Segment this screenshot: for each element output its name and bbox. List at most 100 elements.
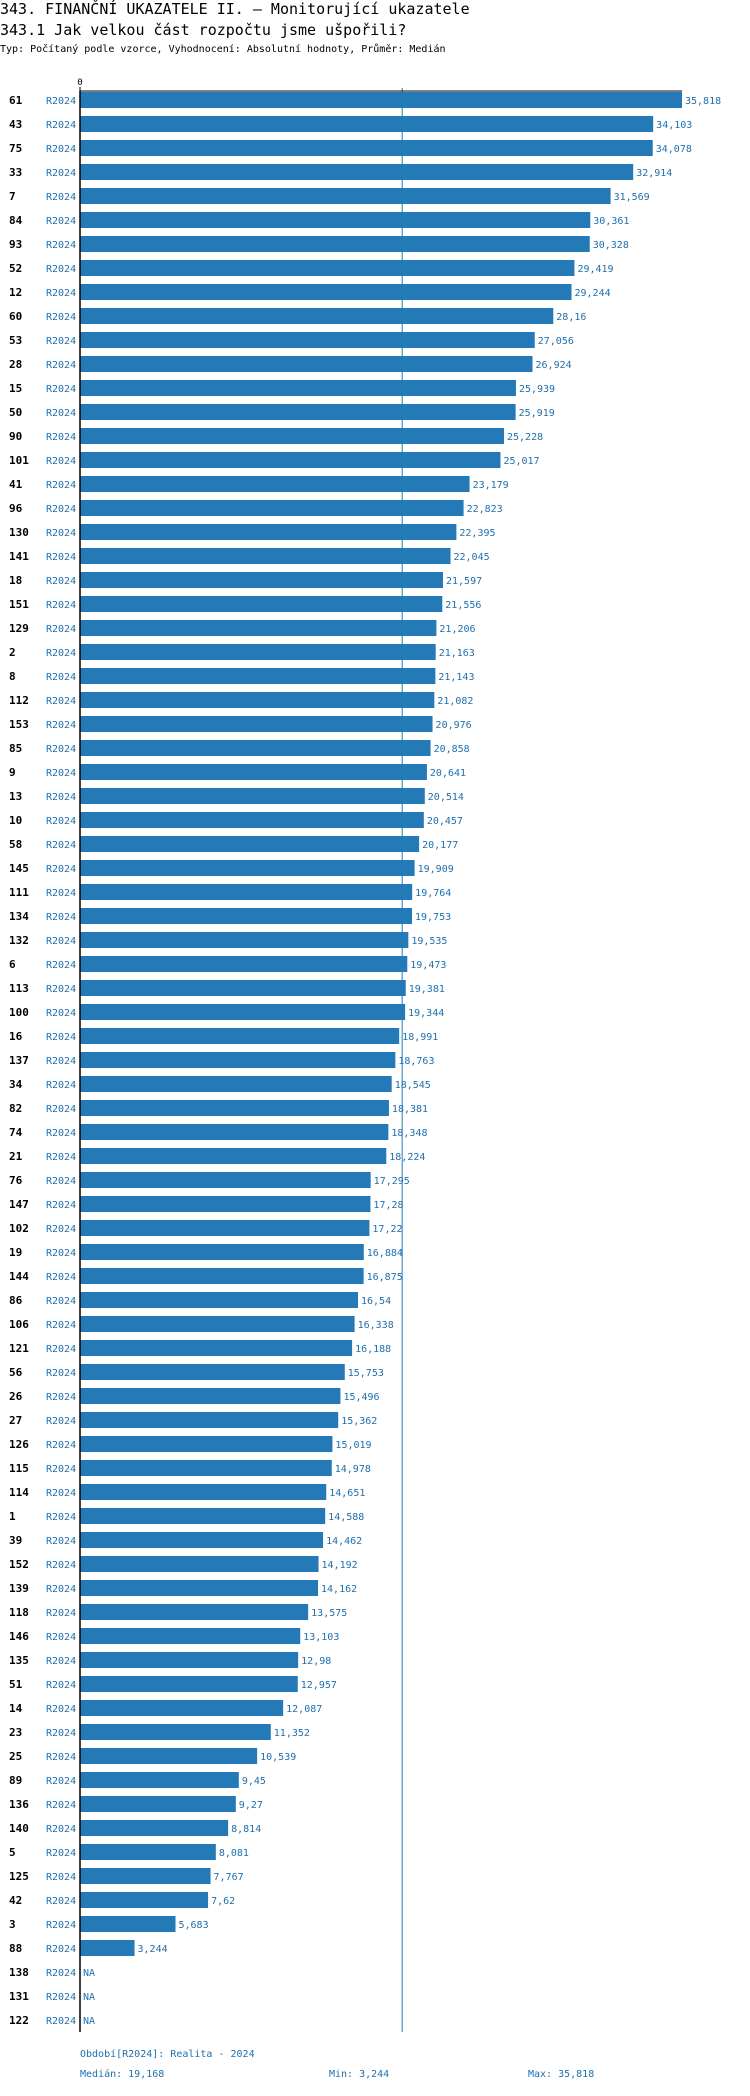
row-id-label: 132 [9,934,29,947]
data-label: 25,919 [519,408,555,419]
bar [80,1868,211,1884]
row-id-label: 12 [9,286,22,299]
bar [80,1076,392,1092]
row-period-label: R2024 [46,1944,76,1955]
row-period-label: R2024 [46,1200,76,1211]
row-id-label: 42 [9,1894,22,1907]
bar [80,404,516,420]
bar [80,236,590,252]
data-label: 5,683 [179,1920,209,1931]
row-period-label: R2024 [46,504,76,515]
data-label: 25,228 [507,432,543,443]
row-id-label: 152 [9,1558,29,1571]
row-id-label: 75 [9,142,22,155]
data-label: 8,081 [219,1848,249,1859]
bar [80,1220,370,1236]
bar [80,476,470,492]
row-id-label: 27 [9,1414,22,1427]
bar [80,836,420,852]
data-label: 18,545 [395,1080,431,1091]
row-id-label: 134 [9,910,29,923]
row-id-label: 84 [9,214,23,227]
row-period-label: R2024 [46,336,76,347]
bar [80,1100,389,1116]
row-period-label: R2024 [46,552,76,563]
row-period-label: R2024 [46,1656,76,1667]
row-period-label: R2024 [46,1992,76,2003]
row-period-label: R2024 [46,1392,76,1403]
data-label: 26,924 [536,360,572,371]
bar [80,1652,299,1668]
bar [80,764,427,780]
row-id-label: 25 [9,1750,22,1763]
row-id-label: 76 [9,1174,23,1187]
row-id-label: 93 [9,238,22,251]
row-id-label: 28 [9,358,22,371]
data-label: 7,767 [214,1872,244,1883]
row-period-label: R2024 [46,360,76,371]
row-period-label: R2024 [46,624,76,635]
row-id-label: 82 [9,1102,22,1115]
row-id-label: 18 [9,574,22,587]
row-id-label: 51 [9,1678,23,1691]
data-label: 17,28 [373,1200,403,1211]
row-id-label: 141 [9,550,29,563]
row-period-label: R2024 [46,720,76,731]
row-period-label: R2024 [46,1608,76,1619]
bar [80,428,505,444]
bar [80,284,572,300]
row-period-label: R2024 [46,792,76,803]
data-label: 20,858 [434,744,470,755]
bar [80,1532,324,1548]
row-period-label: R2024 [46,408,76,419]
row-id-label: 16 [9,1030,23,1043]
row-id-label: 151 [9,598,29,611]
row-id-label: 34 [9,1078,23,1091]
row-period-label: R2024 [46,1848,76,1859]
bar [80,1388,341,1404]
data-label: 30,328 [593,240,629,251]
row-id-label: 122 [9,2014,29,2027]
chart-subtitle: Typ: Počítaný podle vzorce, Vyhodnocení:… [0,44,446,55]
row-period-label: R2024 [46,768,76,779]
data-label: 7,62 [211,1896,235,1907]
row-id-label: 111 [9,886,29,899]
row-id-label: 52 [9,262,22,275]
row-period-label: R2024 [46,648,76,659]
data-label: 12,98 [301,1656,331,1667]
bar [80,1196,371,1212]
data-label: 14,192 [322,1560,358,1571]
bar [80,1796,236,1812]
data-label: 19,753 [415,912,451,923]
row-id-label: 50 [9,406,22,419]
data-label: 13,575 [311,1608,347,1619]
bar [80,788,425,804]
row-id-label: 121 [9,1342,29,1355]
row-id-label: 137 [9,1054,29,1067]
data-label: 16,54 [361,1296,391,1307]
bar [80,740,431,756]
row-period-label: R2024 [46,1128,76,1139]
row-period-label: R2024 [46,1344,76,1355]
row-period-label: R2024 [46,120,76,131]
bar [80,884,413,900]
row-period-label: R2024 [46,912,76,923]
row-period-label: R2024 [46,1440,76,1451]
row-id-label: 23 [9,1726,22,1739]
row-period-label: R2024 [46,1272,76,1283]
max-summary: Max: 35,818 [528,2069,595,2080]
data-label: 23,179 [473,480,509,491]
bar [80,1580,319,1596]
bar [80,1508,326,1524]
data-label: 16,884 [367,1248,403,1259]
row-id-label: 2 [9,646,16,659]
bar [80,668,436,684]
bar [80,980,406,996]
row-period-label: R2024 [46,1920,76,1931]
row-period-label: R2024 [46,1296,76,1307]
period-note: Období[R2024]: Realita - 2024 [80,2049,255,2060]
row-id-label: 129 [9,622,29,635]
row-period-label: R2024 [46,1872,76,1883]
row-id-label: 126 [9,1438,29,1451]
